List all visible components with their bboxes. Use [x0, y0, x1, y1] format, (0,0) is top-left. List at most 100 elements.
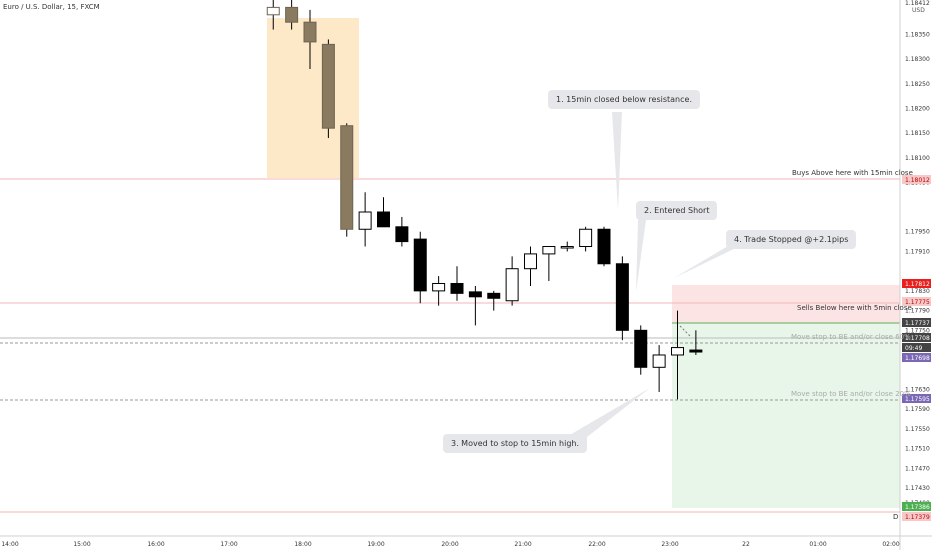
candle-body — [358, 211, 372, 230]
x-tick-label: 14:00 — [1, 541, 18, 548]
candle-body — [689, 349, 703, 353]
candle-body — [377, 211, 390, 228]
x-tick-label: 15:00 — [73, 541, 90, 548]
candle-body — [597, 228, 611, 265]
price-tag-label: 1.17379 — [905, 514, 930, 521]
y-tick-label: 1.18150 — [905, 130, 930, 137]
price-tag: 1.17386 — [902, 502, 931, 511]
candle-19 — [615, 256, 629, 341]
x-tick-label: 23:00 — [661, 541, 678, 548]
y-tick-label: 1.18100 — [905, 155, 930, 162]
symbol-title: Euro / U.S. Dollar, 15, FXCM — [3, 3, 100, 11]
price-tag: 1.17775 — [902, 297, 931, 306]
x-tick-label: 22:00 — [588, 541, 605, 548]
take-profit-zone — [672, 323, 900, 508]
price-tag-label: 1.17775 — [905, 299, 930, 306]
buys-above-note: Buys Above here with 15min close — [792, 169, 913, 177]
sells-below-note: Sells Below here with 5min close — [797, 304, 912, 312]
candle-body — [615, 263, 629, 331]
candle-13 — [505, 256, 519, 306]
currency-label: USD — [912, 7, 925, 14]
candle-body — [468, 291, 482, 298]
candle-6 — [377, 197, 390, 228]
y-tick-label: 1.17550 — [905, 426, 930, 433]
callout-closed-below-resistance: 1. 15min closed below resistance. — [548, 90, 700, 109]
candle-17 — [579, 226, 593, 252]
y-tick-label: 1.17430 — [905, 485, 930, 492]
price-tag: 1.17698 — [902, 353, 931, 362]
candle-body — [634, 329, 648, 368]
price-tag: 1.18412 — [902, 0, 931, 7]
candle-15 — [542, 246, 556, 282]
x-tick-label: 01:00 — [809, 541, 826, 548]
y-tick-label: 1.17950 — [905, 229, 930, 236]
price-tag-label: 1.17595 — [905, 396, 930, 403]
d-label: D — [893, 513, 899, 521]
candle-11 — [468, 285, 482, 326]
candle-body — [524, 253, 537, 270]
candle-body — [266, 6, 280, 16]
y-tick-label: 1.17510 — [905, 446, 930, 453]
callout-1-pointer — [612, 112, 622, 210]
candle-12 — [487, 290, 501, 311]
x-tick-label: 16:00 — [147, 541, 164, 548]
price-tag: 1.17379 — [902, 512, 931, 521]
price-tag-label: 1.17386 — [905, 504, 930, 511]
x-tick-label: 22 — [742, 541, 750, 548]
candle-body — [413, 238, 427, 292]
candle-body — [542, 246, 556, 255]
callout-entered-short: 2. Entered Short — [636, 201, 718, 220]
candle-2 — [303, 9, 317, 70]
y-tick-label: 1.17590 — [905, 406, 930, 413]
candle-body — [303, 21, 317, 43]
price-tag-label: 1.18012 — [905, 177, 930, 184]
candle-20 — [634, 325, 648, 375]
callout-3-pointer — [568, 388, 650, 444]
y-tick-label: 1.17790 — [905, 308, 930, 315]
y-tick-label: 1.18200 — [905, 105, 930, 112]
price-tag: 1.17708 — [902, 333, 931, 342]
x-tick-label: 17:00 — [220, 541, 237, 548]
y-tick-label: 1.17830 — [905, 288, 930, 295]
y-tick-label: 1.17910 — [905, 248, 930, 255]
callout-moved-stop: 3. Moved to stop to 15min high. — [443, 434, 588, 453]
candle-body — [560, 246, 574, 249]
price-tag: 09:49 — [902, 343, 931, 352]
candle-body — [432, 282, 446, 292]
candle-18 — [597, 226, 611, 267]
candle-body — [321, 43, 335, 129]
callout-trade-stopped: 4. Trade Stopped @+2.1pips — [726, 230, 857, 249]
x-tick-label: 20:00 — [441, 541, 458, 548]
price-tag: 1.18012 — [902, 175, 931, 184]
candle-9 — [432, 276, 446, 306]
candle-22 — [671, 310, 684, 400]
x-tick-label: 21:00 — [514, 541, 531, 548]
candle-7 — [395, 216, 409, 247]
candle-body — [652, 354, 666, 368]
candle-body — [450, 282, 464, 294]
be60-note: Move stop to BE and/or close 60% — [791, 333, 911, 341]
price-tag: 1.17812 — [902, 279, 931, 288]
price-tag-label: 09:49 — [905, 345, 922, 352]
y-tick-label: 1.18350 — [905, 32, 930, 39]
y-tick-label: 1.17750 — [905, 327, 930, 334]
candle-0 — [266, 0, 280, 30]
price-tag-label: 1.17737 — [905, 320, 930, 327]
candle-10 — [450, 266, 464, 301]
price-tag-label: 1.17812 — [905, 281, 930, 288]
callout-4-pointer — [674, 246, 740, 278]
candle-21 — [652, 345, 666, 392]
candle-16 — [560, 241, 574, 252]
candle-body — [285, 6, 299, 23]
x-tick-label: 18:00 — [294, 541, 311, 548]
candle-4 — [340, 123, 354, 237]
price-tag-label: 1.17698 — [905, 355, 930, 362]
candle-body — [579, 228, 593, 248]
x-tick-label: 19:00 — [367, 541, 384, 548]
candle-1 — [285, 0, 299, 30]
stop-loss-zone — [672, 285, 900, 323]
price-tag: 1.17737 — [902, 318, 931, 327]
candle-body — [505, 268, 519, 302]
price-tag-label: 1.17708 — [905, 335, 930, 342]
